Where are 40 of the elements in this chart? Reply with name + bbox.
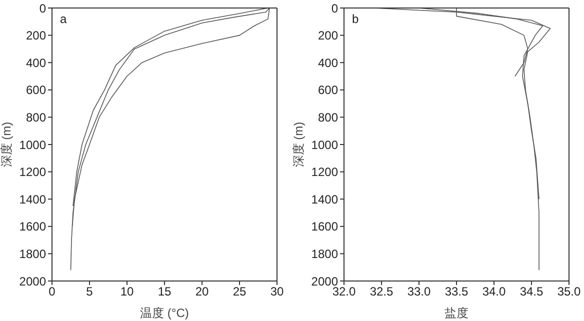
annotation: a xyxy=(60,12,67,26)
y-tick-label: 600 xyxy=(318,83,338,98)
y-tick-label: 200 xyxy=(318,28,338,43)
y-tick-label: 1200 xyxy=(311,165,338,180)
x-tick-label: 35.0 xyxy=(557,284,581,299)
x-tick-label: 5 xyxy=(86,284,94,299)
y-tick-label: 2000 xyxy=(19,274,46,288)
y-axis-title: 深度 (m) xyxy=(0,122,14,168)
x-tick-label: 25 xyxy=(232,284,246,299)
y-tick-label: 600 xyxy=(26,83,46,98)
y-tick-label: 800 xyxy=(318,110,338,124)
y-tick-label: 1400 xyxy=(19,192,46,206)
x-axis-title: 温度 (°C) xyxy=(140,306,189,320)
x-axis-title: 盐度 xyxy=(444,306,468,320)
y-tick-label: 400 xyxy=(26,56,46,70)
x-tick-label: 34.0 xyxy=(482,284,506,299)
annotation: b xyxy=(352,12,359,26)
x-tick-label: 20 xyxy=(195,284,209,299)
y-tick-label: 1600 xyxy=(19,220,46,234)
x-tick-label: 32.5 xyxy=(370,284,394,299)
x-tick-label: 33.0 xyxy=(407,284,431,299)
x-tick-label: 0 xyxy=(48,284,56,299)
x-tick-label: 33.5 xyxy=(444,284,468,299)
y-tick-label: 1000 xyxy=(19,138,46,152)
y-tick-label: 0 xyxy=(39,1,46,16)
x-tick-label: 15 xyxy=(158,284,172,299)
y-tick-label: 0 xyxy=(331,1,338,16)
y-tick-label: 1800 xyxy=(311,246,338,261)
y-axis-title: 深度 (m) xyxy=(291,122,306,168)
y-tick-label: 1000 xyxy=(311,138,338,152)
y-tick-label: 1200 xyxy=(19,165,46,180)
y-tick-label: 800 xyxy=(26,110,46,124)
y-tick-label: 200 xyxy=(26,28,46,43)
y-tick-label: 1600 xyxy=(311,220,338,234)
x-tick-label: 10 xyxy=(120,284,134,299)
y-tick-label: 1800 xyxy=(19,246,46,261)
y-tick-label: 400 xyxy=(318,56,338,70)
y-tick-label: 1400 xyxy=(311,192,338,206)
x-tick-label: 34.5 xyxy=(520,284,544,299)
x-tick-label: 30 xyxy=(270,284,284,299)
